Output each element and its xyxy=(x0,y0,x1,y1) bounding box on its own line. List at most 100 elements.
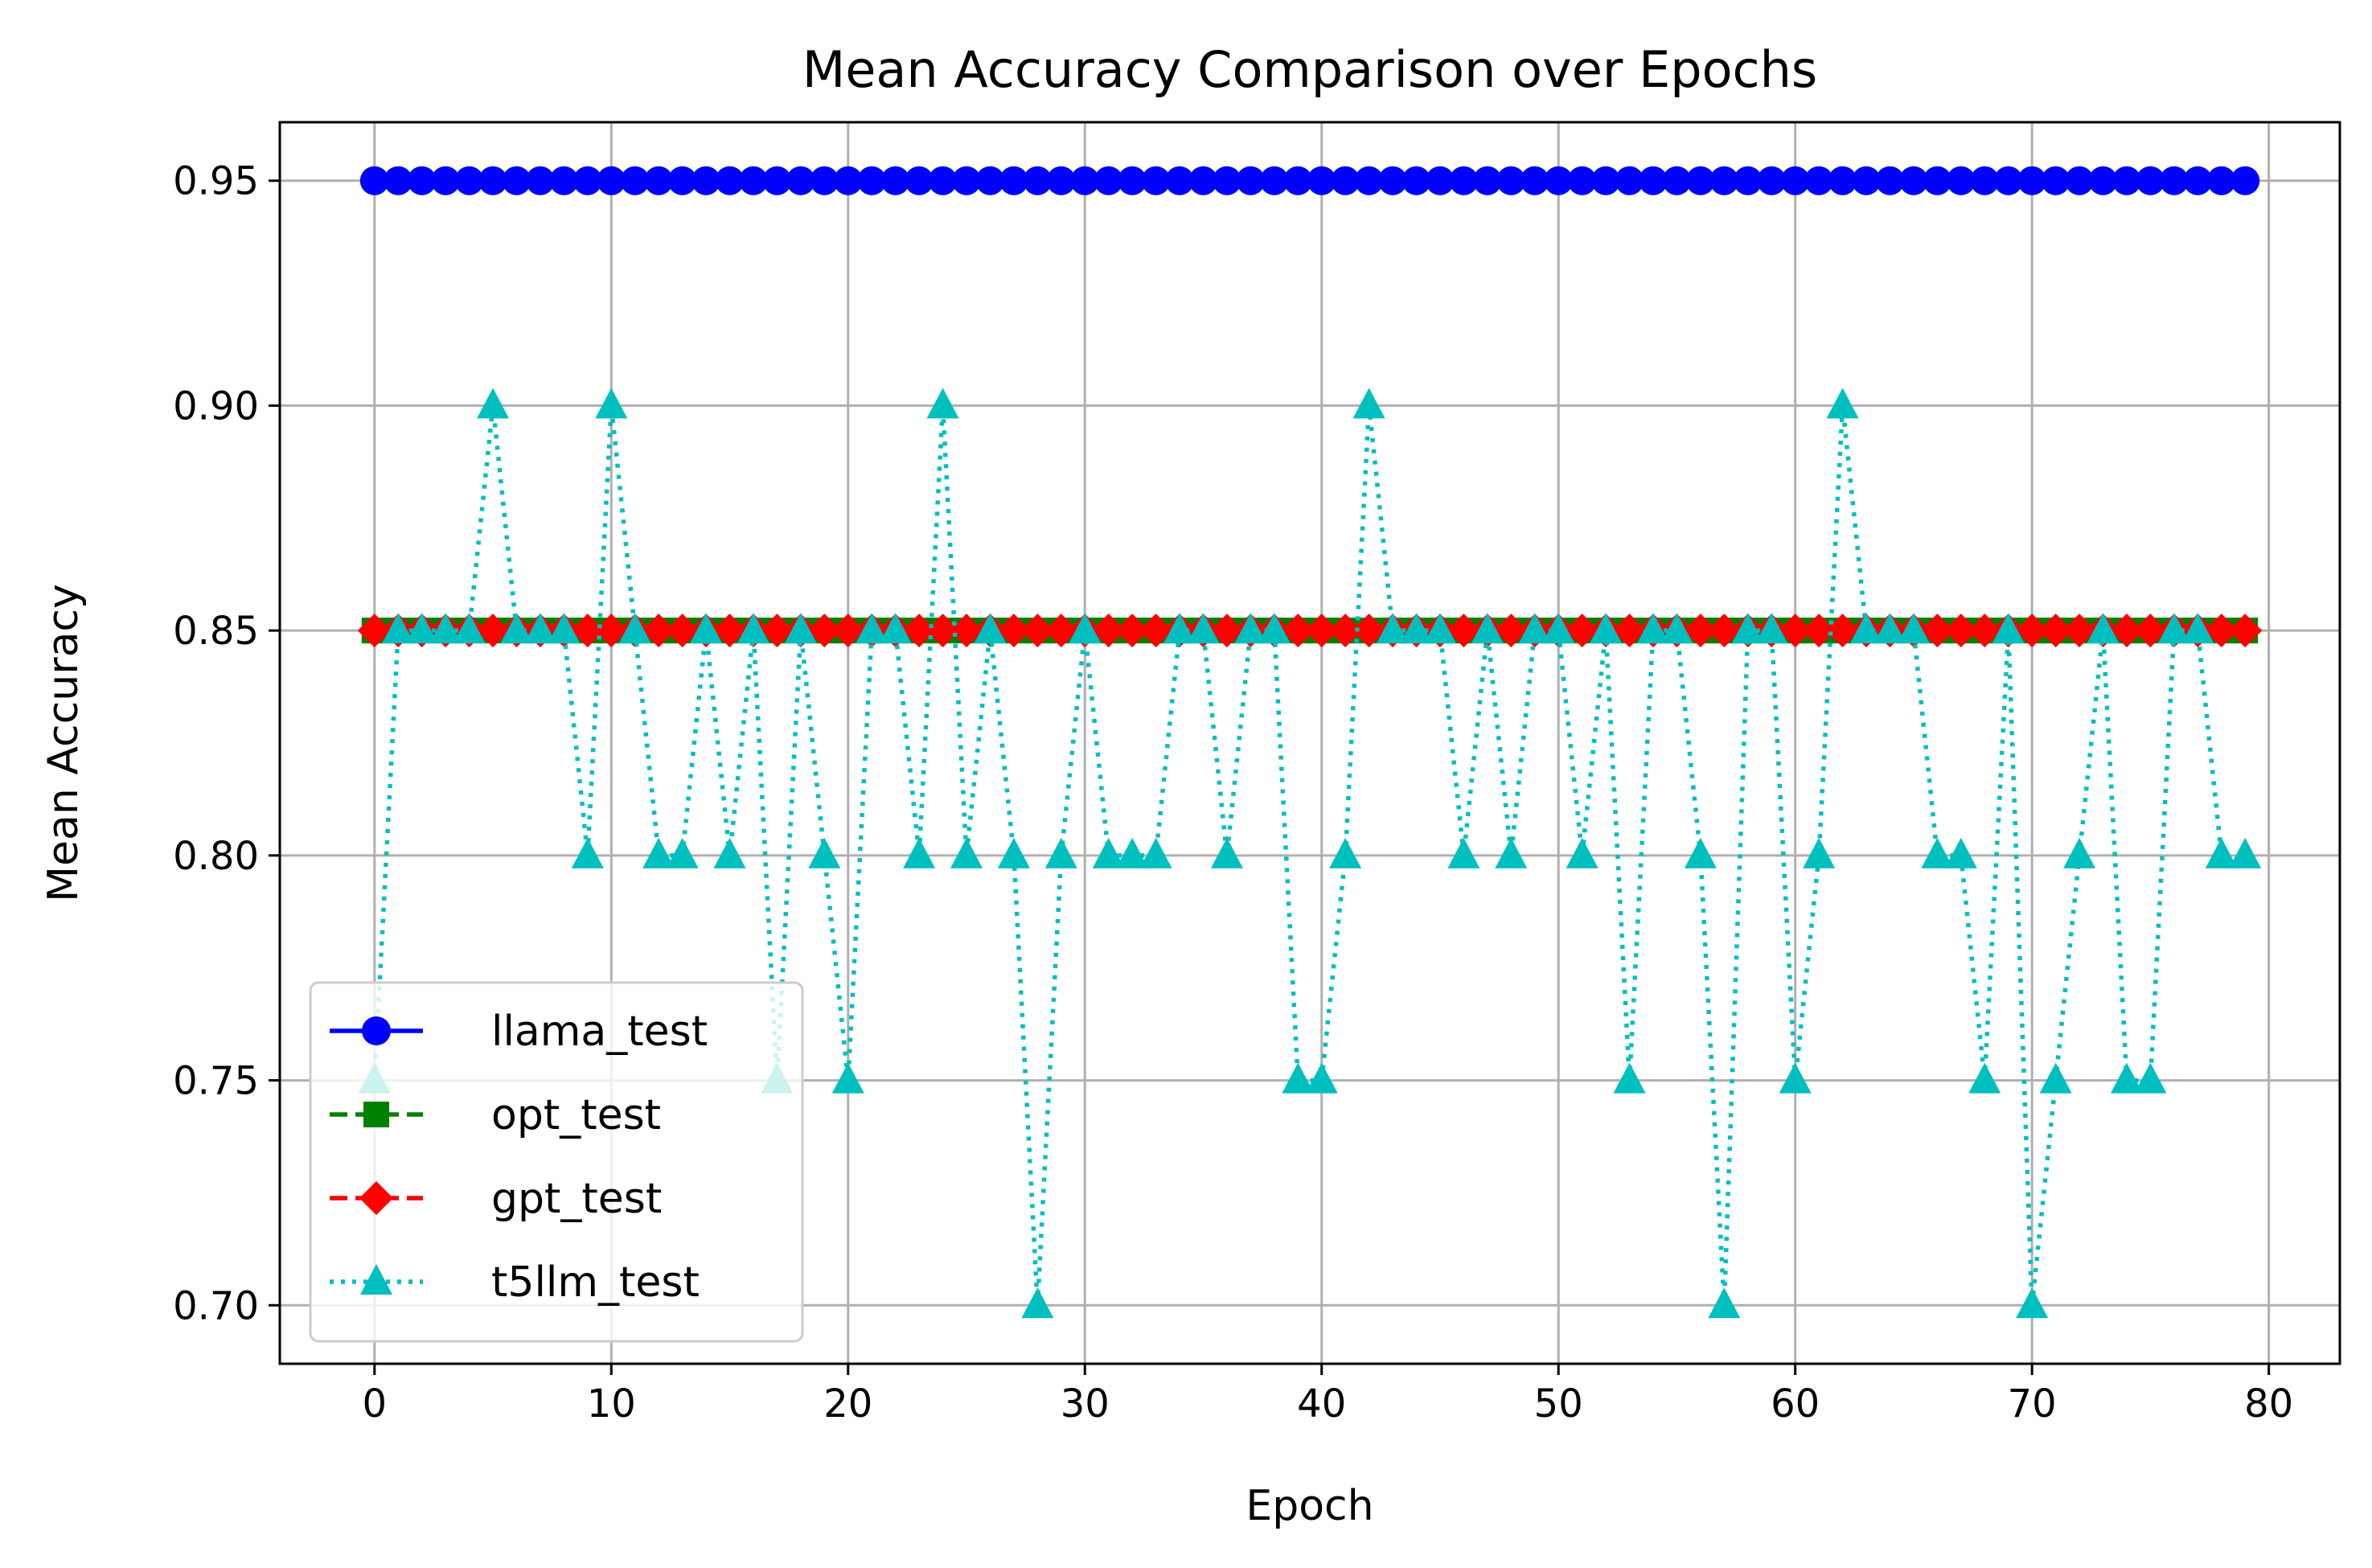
data-point-gpt_test xyxy=(1968,614,2002,648)
data-point-gpt_test xyxy=(1683,614,1717,648)
data-point-t5llm_test xyxy=(1187,613,1220,644)
data-point-t5llm_test xyxy=(1755,613,1788,644)
data-point-gpt_test xyxy=(1352,614,1386,648)
data-point-t5llm_test xyxy=(1116,837,1149,868)
data-point-t5llm_test xyxy=(1897,613,1930,644)
data-point-llama_test xyxy=(2088,166,2118,195)
legend-marker xyxy=(359,1181,393,1215)
data-point-t5llm_test xyxy=(2039,1062,2072,1094)
data-point-llama_test xyxy=(1993,166,2023,195)
data-point-llama_test xyxy=(952,166,981,195)
data-point-t5llm_test xyxy=(548,613,581,644)
legend: llama_test opt_test gpt_test t5llm_test xyxy=(309,981,804,1343)
data-point-llama_test xyxy=(384,166,413,195)
data-point-llama_test xyxy=(880,166,910,195)
data-point-t5llm_test xyxy=(618,613,651,644)
data-point-gpt_test xyxy=(1920,614,1955,648)
data-point-llama_test xyxy=(810,166,839,195)
data-point-llama_test xyxy=(1757,166,1787,195)
data-point-t5llm_test xyxy=(2087,613,2120,644)
data-point-llama_test xyxy=(1141,166,1171,195)
data-point-t5llm_test xyxy=(1566,837,1598,868)
data-point-gpt_test xyxy=(1115,614,1150,648)
data-point-llama_test xyxy=(1496,166,1526,195)
data-point-gpt_test xyxy=(1802,614,1836,648)
data-point-llama_test xyxy=(1852,166,1882,195)
data-point-llama_test xyxy=(857,166,887,195)
data-point-t5llm_test xyxy=(477,388,510,419)
data-point-llama_test xyxy=(667,166,697,195)
data-point-llama_test xyxy=(1946,166,1976,195)
data-point-t5llm_test xyxy=(2205,837,2238,868)
legend-label: gpt_test xyxy=(491,1175,662,1223)
data-point-t5llm_test xyxy=(1423,613,1456,644)
data-point-llama_test xyxy=(1378,166,1408,195)
data-point-gpt_test xyxy=(902,614,937,648)
data-point-t5llm_test xyxy=(453,613,486,644)
data-point-gpt_test xyxy=(2038,614,2073,648)
data-point-t5llm_test xyxy=(1471,613,1504,644)
y-tick-label: 0.75 xyxy=(173,1059,259,1104)
data-point-llama_test xyxy=(1685,166,1715,195)
data-point-llama_test xyxy=(1236,166,1266,195)
data-point-t5llm_test xyxy=(1282,1062,1315,1094)
data-point-llama_test xyxy=(1567,166,1597,195)
data-point-llama_test xyxy=(1165,166,1195,195)
data-point-t5llm_test xyxy=(950,837,983,868)
data-point-gpt_test xyxy=(357,614,392,648)
x-tick-label: 0 xyxy=(363,1381,388,1426)
data-point-llama_test xyxy=(1354,166,1384,195)
series-layer xyxy=(357,166,2263,1319)
y-tick-label: 0.95 xyxy=(173,159,259,204)
data-point-llama_test xyxy=(691,166,721,195)
legend-label: t5llm_test xyxy=(491,1258,700,1307)
data-point-llama_test xyxy=(2206,166,2236,195)
data-point-llama_test xyxy=(1615,166,1644,195)
data-point-t5llm_test xyxy=(1021,1287,1054,1319)
data-point-t5llm_test xyxy=(1092,837,1125,868)
data-point-t5llm_test xyxy=(1447,837,1480,868)
data-point-t5llm_test xyxy=(2110,1062,2143,1094)
data-point-gpt_test xyxy=(1825,614,1860,648)
data-point-t5llm_test xyxy=(1258,613,1291,644)
data-point-t5llm_test xyxy=(642,837,675,868)
data-point-gpt_test xyxy=(1044,614,1078,648)
data-point-t5llm_test xyxy=(1992,613,2025,644)
data-point-llama_test xyxy=(2041,166,2070,195)
data-point-gpt_test xyxy=(1209,614,1244,648)
data-point-llama_test xyxy=(1118,166,1147,195)
data-point-llama_test xyxy=(928,166,958,195)
data-point-t5llm_test xyxy=(2181,613,2214,644)
data-point-t5llm_test xyxy=(926,388,959,419)
x-tick-label: 70 xyxy=(2008,1381,2057,1426)
data-point-t5llm_test xyxy=(997,837,1030,868)
data-point-t5llm_test xyxy=(2229,837,2262,868)
legend-marker xyxy=(360,1264,392,1295)
data-point-t5llm_test xyxy=(1139,837,1172,868)
data-point-t5llm_test xyxy=(2063,837,2096,868)
data-point-gpt_test xyxy=(950,614,983,648)
legend-marker xyxy=(363,1102,389,1127)
data-point-t5llm_test xyxy=(1968,1062,2001,1094)
data-point-gpt_test xyxy=(1139,614,1173,648)
data-point-t5llm_test xyxy=(1660,613,1693,644)
data-point-t5llm_test xyxy=(1163,613,1196,644)
data-point-t5llm_test xyxy=(429,613,462,644)
data-point-t5llm_test xyxy=(1921,837,1954,868)
x-tick-label: 10 xyxy=(587,1381,636,1426)
data-point-llama_test xyxy=(1283,166,1313,195)
data-point-llama_test xyxy=(1212,166,1241,195)
data-point-t5llm_test xyxy=(1352,388,1385,419)
data-point-t5llm_test xyxy=(1803,837,1836,868)
x-tick-label: 40 xyxy=(1297,1381,1346,1426)
data-point-llama_test xyxy=(407,166,437,195)
data-point-llama_test xyxy=(1023,166,1053,195)
data-point-gpt_test xyxy=(2062,614,2097,648)
data-point-llama_test xyxy=(1520,166,1549,195)
data-point-gpt_test xyxy=(831,614,865,648)
data-point-t5llm_test xyxy=(1542,613,1575,644)
y-tick-label: 0.80 xyxy=(173,834,259,879)
data-point-llama_test xyxy=(1331,166,1360,195)
data-point-gpt_test xyxy=(2228,614,2263,648)
